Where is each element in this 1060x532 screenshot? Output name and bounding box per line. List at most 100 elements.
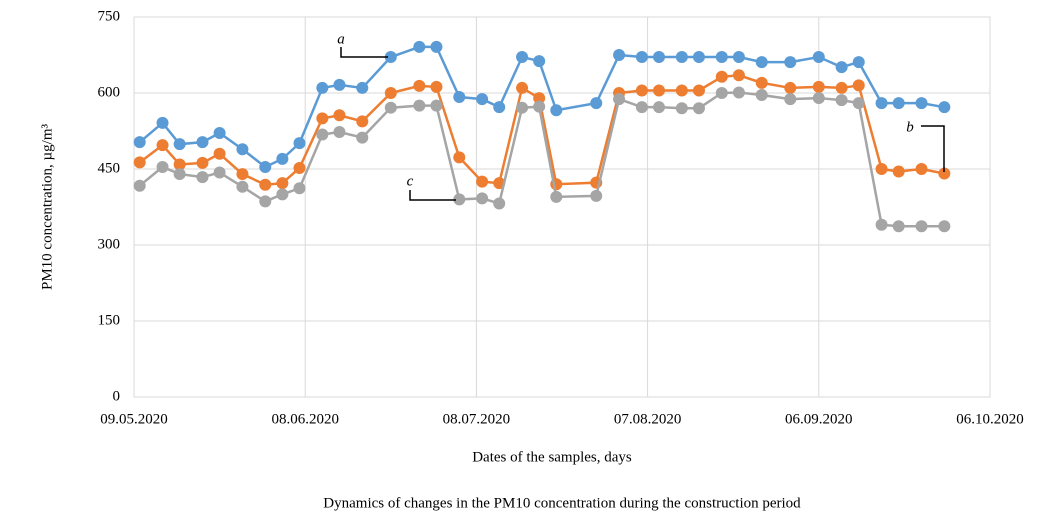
x-tick-label: 08.07.2020 [443,411,511,427]
data-point [333,109,346,122]
annotation-leader [921,125,945,172]
data-point [236,143,249,156]
data-point [173,138,186,151]
data-point [812,51,825,64]
data-point [675,51,688,64]
data-point [196,156,209,169]
data-point [892,165,905,178]
data-point [852,97,865,110]
data-point [133,156,146,169]
y-tick-label: 150 [98,312,121,328]
data-point [453,193,466,206]
data-point [784,81,797,94]
data-point [133,179,146,192]
data-point [784,93,797,106]
data-point [892,97,905,110]
data-point [533,100,546,113]
data-point [852,79,865,92]
chart-title: Dynamics of changes in the PM10 concentr… [323,495,801,511]
data-point [293,161,306,174]
data-point [653,51,666,64]
data-point [675,102,688,115]
data-point [156,116,169,129]
data-point [915,97,928,110]
data-point [715,70,728,83]
data-point [732,69,745,82]
data-point [356,81,369,94]
data-point [156,160,169,173]
data-point [516,101,529,114]
data-point [430,40,443,53]
data-point [692,102,705,115]
data-point [915,163,928,175]
y-tick-label: 0 [113,388,121,404]
data-point [835,94,848,107]
data-point [259,160,272,173]
data-point [533,92,546,105]
annotation-leader [409,190,456,201]
data-point [852,56,865,69]
y-tick-label: 300 [98,236,121,252]
data-point [316,112,329,125]
annotation: b [906,119,914,135]
data-point [173,158,186,171]
data-point [173,168,186,181]
data-point [550,104,563,117]
data-point [213,127,226,140]
x-tick-label: 06.09.2020 [785,411,853,427]
data-point [430,99,443,112]
data-point [875,97,888,110]
data-point [715,87,728,99]
x-tick-label: 08.06.2020 [271,411,339,427]
data-point [613,93,626,106]
y-tick-label: 750 [98,8,121,24]
data-point [732,86,745,99]
data-point [675,84,688,97]
data-point [755,76,768,89]
data-point [715,51,728,64]
x-axis-label: Dates of the samples, days [472,449,632,465]
data-point [476,175,489,188]
data-point [875,218,888,231]
data-point [333,78,346,91]
data-point [732,51,745,64]
data-point [692,84,705,97]
data-point [516,51,529,64]
data-point [493,197,506,210]
data-point [293,137,306,150]
data-point [384,51,397,64]
data-point [276,152,289,165]
data-point [835,81,848,94]
data-point [635,84,648,97]
data-point [516,81,529,94]
data-point [875,163,888,175]
data-point [384,87,397,99]
y-tick-label: 450 [98,160,121,176]
data-point [653,84,666,97]
data-point [453,91,466,104]
data-point [316,81,329,94]
data-point [413,99,426,112]
annotation-leader [340,47,388,58]
x-tick-label: 09.05.2020 [100,411,168,427]
data-point [476,192,489,205]
annotation: c [407,173,414,189]
data-point [196,136,209,149]
data-point [812,80,825,93]
data-point [236,180,249,193]
data-point [533,55,546,68]
data-point [550,190,563,203]
data-point [692,51,705,64]
data-point [413,79,426,92]
data-point [835,61,848,74]
data-point [213,147,226,160]
y-axis-label: PM10 concentration, µg/m³ [39,123,55,290]
data-point [784,56,797,69]
y-tick-label: 600 [98,84,121,100]
annotation: a [337,31,345,47]
data-point [938,167,951,180]
data-point [812,92,825,105]
data-point [938,101,951,114]
data-point [476,93,489,106]
